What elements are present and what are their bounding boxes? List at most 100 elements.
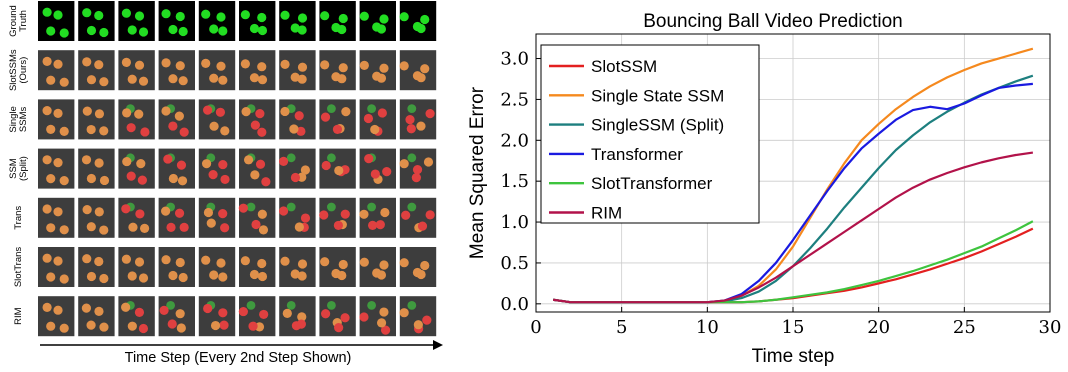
predicted-ball — [331, 72, 341, 82]
predicted-ball — [405, 115, 415, 125]
predicted-ball — [406, 124, 416, 134]
predicted-ball — [218, 75, 228, 85]
time-axis-label: Time Step (Every 2nd Step Shown) — [125, 350, 352, 366]
predicted-ball — [203, 105, 213, 115]
predicted-ball — [53, 256, 63, 266]
predicted-ball — [294, 222, 304, 232]
ground-truth-ball — [138, 27, 149, 37]
row-label: SlotSSMs(Ours) — [8, 49, 29, 91]
predicted-ball — [209, 121, 219, 131]
predicted-ball — [243, 155, 254, 165]
frame-cell — [78, 50, 115, 91]
predicted-ball — [218, 159, 228, 170]
predicted-ball — [121, 57, 132, 67]
frame-cell — [399, 50, 437, 91]
row-label: SingleSSMs — [8, 106, 29, 132]
predicted-ball — [138, 323, 149, 334]
predicted-ball — [282, 308, 292, 318]
ground-truth-overlay-ball — [407, 301, 417, 310]
predicted-ball — [82, 106, 92, 116]
y-tick-label: 2.5 — [500, 89, 529, 110]
predicted-ball — [289, 124, 299, 134]
predicted-ball — [420, 260, 430, 271]
ground-truth-ball — [280, 10, 290, 20]
predicted-ball — [240, 59, 250, 69]
predicted-ball — [218, 209, 228, 219]
ground-truth-ball — [297, 25, 307, 35]
predicted-ball — [376, 318, 387, 328]
ground-truth-overlay-ball — [407, 202, 417, 212]
predicted-ball — [259, 309, 269, 320]
predicted-ball — [334, 165, 344, 176]
predicted-ball — [412, 71, 423, 81]
predicted-ball — [127, 271, 137, 281]
frame-cell — [359, 1, 396, 41]
frame-cell — [118, 247, 155, 287]
predicted-ball — [121, 254, 132, 264]
predicted-ball — [416, 121, 426, 131]
frame-cell — [319, 247, 356, 287]
predicted-ball — [220, 174, 230, 185]
predicted-ball — [126, 123, 136, 133]
row-label: Trans — [13, 206, 24, 230]
predicted-ball — [320, 60, 330, 70]
ground-truth-overlay-ball — [166, 301, 176, 310]
ground-truth-overlay-ball — [327, 202, 336, 212]
predicted-ball — [59, 274, 69, 284]
predicted-ball — [127, 74, 137, 84]
ground-truth-overlay-ball — [407, 153, 417, 163]
ground-truth-overlay-ball — [286, 301, 296, 310]
predicted-ball — [290, 269, 300, 279]
predicted-ball — [94, 158, 104, 168]
predicted-ball — [297, 271, 307, 281]
ground-truth-ball — [161, 9, 171, 19]
frame-cell — [239, 247, 276, 287]
series-lines — [552, 47, 1034, 304]
predicted-ball — [379, 307, 389, 317]
frame-cell — [38, 50, 75, 91]
frame-cell — [78, 296, 115, 337]
predicted-ball — [261, 177, 271, 187]
frame-cell — [38, 99, 75, 140]
predicted-ball — [379, 260, 389, 270]
ground-truth-ball — [297, 13, 308, 23]
predicted-ball — [250, 170, 260, 180]
frame-cell — [118, 197, 155, 238]
frame-cell — [38, 247, 75, 287]
predicted-ball — [399, 308, 409, 318]
predicted-ball — [53, 59, 63, 69]
predicted-ball — [203, 303, 213, 314]
predicted-ball — [166, 222, 176, 233]
predicted-ball — [136, 159, 146, 169]
predicted-ball — [333, 220, 343, 231]
ground-truth-overlay-ball — [327, 104, 336, 113]
predicted-ball — [238, 306, 248, 317]
predicted-ball — [94, 256, 104, 267]
predicted-ball — [367, 220, 378, 230]
frame-cell — [279, 148, 316, 189]
ground-truth-ball — [257, 25, 268, 36]
predicted-ball — [294, 111, 304, 121]
frame-cell — [198, 247, 236, 287]
predicted-ball — [161, 58, 171, 68]
ground-truth-ball — [331, 22, 341, 33]
predicted-ball — [248, 321, 258, 331]
predicted-ball — [412, 267, 423, 278]
frame-cell — [158, 1, 195, 41]
frame-cell — [279, 1, 316, 41]
predicted-ball — [251, 219, 261, 230]
predicted-ball — [420, 64, 430, 74]
frame-cell — [359, 50, 396, 91]
predicted-ball — [179, 222, 189, 232]
predicted-ball — [42, 302, 52, 312]
predicted-ball — [42, 204, 52, 214]
predicted-ball — [203, 207, 214, 218]
predicted-ball — [122, 108, 132, 118]
predicted-ball — [372, 268, 382, 278]
predicted-ball — [341, 107, 351, 117]
frame-cell — [78, 148, 115, 189]
predicted-ball — [59, 176, 69, 186]
predicted-ball — [209, 73, 219, 83]
predicted-ball — [121, 302, 131, 312]
predicted-ball — [255, 159, 266, 169]
